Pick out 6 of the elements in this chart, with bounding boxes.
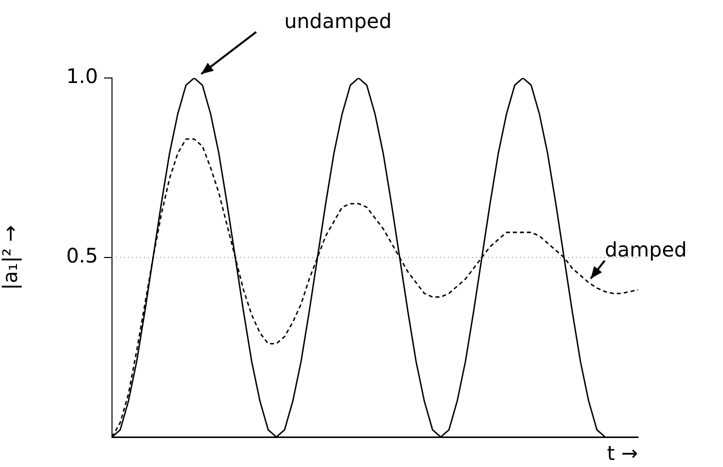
y-tick-label: 1.0 xyxy=(66,64,98,88)
x-axis-title: t → xyxy=(607,441,638,466)
series-label: damped xyxy=(604,238,687,262)
text: undamped xyxy=(284,9,392,33)
y-axis-title: |a₁|² → xyxy=(0,225,22,290)
y-tick-label: 0.5 xyxy=(66,244,98,268)
